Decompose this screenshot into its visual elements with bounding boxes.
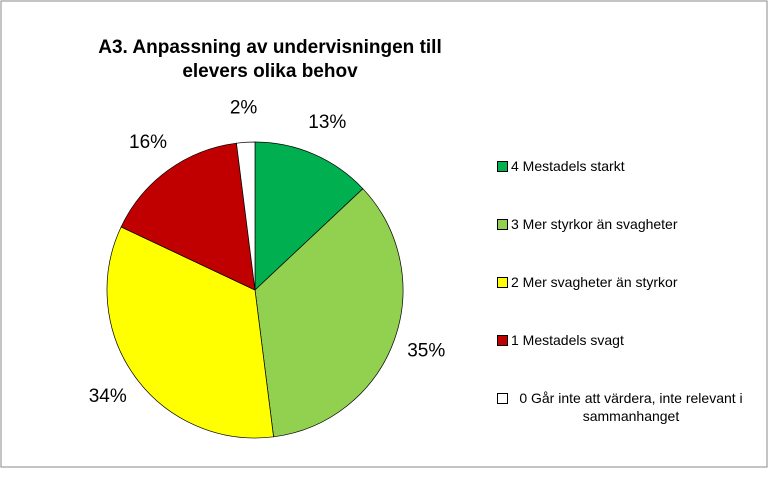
legend-swatch — [497, 277, 508, 288]
legend-swatch — [497, 335, 508, 346]
data-label: 2% — [230, 97, 258, 118]
legend-swatch — [497, 161, 508, 172]
legend-label: 1 Mestadels svagt — [511, 332, 624, 348]
data-label: 34% — [89, 386, 127, 407]
data-label: 13% — [308, 112, 346, 133]
legend-swatch — [497, 219, 508, 230]
legend-label: 3 Mer styrkor än svagheter — [511, 216, 678, 232]
pie-slice — [106, 226, 274, 439]
data-label: 16% — [129, 132, 167, 153]
legend-item: 4 Mestadels starkt — [497, 157, 757, 175]
chart-border — [0, 0, 768, 468]
legend-item: 1 Mestadels svagt — [497, 331, 757, 349]
legend-item: 0 Går inte att värdera, inte relevant i … — [497, 389, 757, 425]
data-label: 35% — [407, 341, 445, 362]
pie-slice — [120, 142, 256, 291]
pie-slice — [236, 141, 256, 291]
legend-label: 4 Mestadels starkt — [511, 158, 625, 174]
legend-label: 0 Går inte att värdera, inte relevant i … — [519, 390, 743, 424]
pie-slice — [254, 141, 364, 291]
legend-item: 2 Mer svagheter än styrkor — [497, 273, 757, 291]
pie-slice — [254, 188, 404, 438]
legend-swatch — [497, 393, 508, 404]
legend-item: 3 Mer styrkor än svagheter — [497, 215, 757, 233]
chart-title: A3. Anpassning av undervisningen till el… — [98, 37, 442, 82]
legend-label: 2 Mer svagheter än styrkor — [511, 274, 678, 290]
